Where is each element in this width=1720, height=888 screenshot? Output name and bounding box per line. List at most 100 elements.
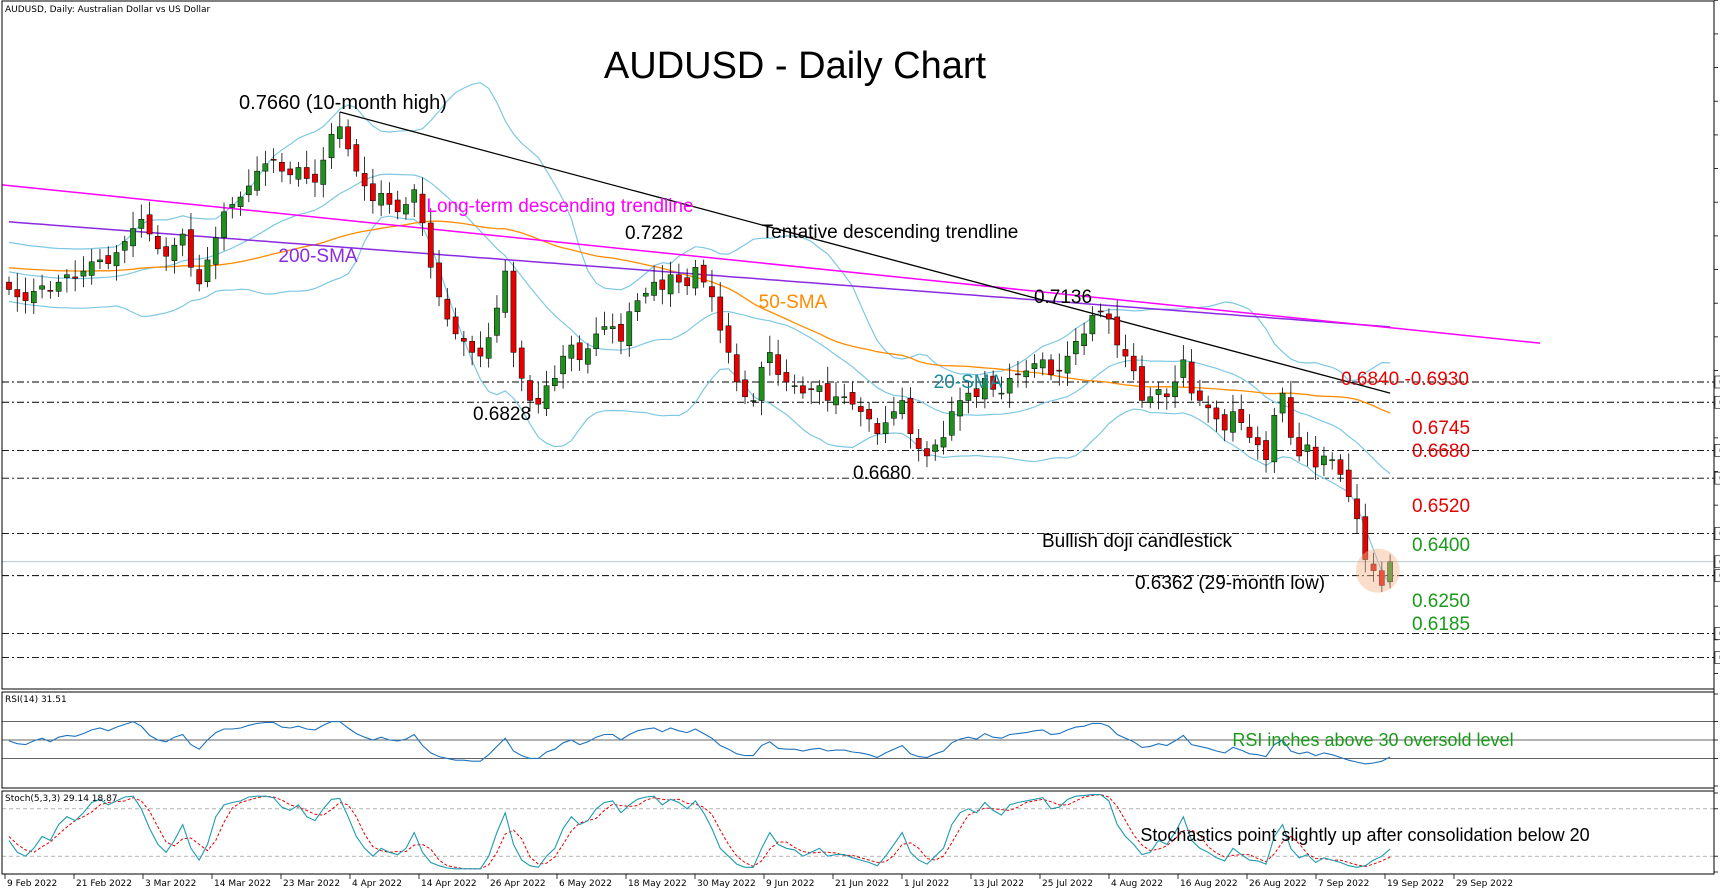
candle-body: [171, 244, 178, 261]
candle-body: [270, 159, 277, 161]
candle-body: [113, 252, 120, 267]
candle-body: [998, 392, 1005, 395]
candle-body: [1387, 561, 1393, 582]
candle-body: [345, 126, 351, 150]
candle-body: [1354, 498, 1360, 520]
x-tick-label: 21 Feb 2022: [76, 879, 132, 888]
candle-body: [1213, 407, 1220, 420]
candle-body: [1097, 310, 1104, 313]
candle-body: [204, 259, 211, 282]
annotation-label: 0.6185: [1412, 614, 1470, 635]
level-tag-box: [1714, 651, 1720, 664]
candle-body: [1172, 381, 1178, 398]
candle-body: [676, 274, 682, 283]
annotation-label: 0.6680: [1412, 441, 1470, 462]
candle-body: [824, 383, 831, 401]
candle-body: [1106, 313, 1112, 320]
candle-body: [64, 274, 70, 278]
annotation-label: 0.6362 (29-month low): [1135, 573, 1325, 594]
candle-body: [932, 444, 939, 452]
candle-body: [857, 406, 864, 412]
candle-body: [907, 398, 914, 435]
annotation-label: 0.6400: [1412, 535, 1470, 556]
candles: [6, 111, 1400, 593]
candle-body: [1130, 355, 1137, 372]
candle-body: [411, 189, 418, 203]
annotation-label: 0.7282: [625, 223, 683, 244]
annotation-label: 200-SMA: [278, 246, 358, 267]
candle-body: [303, 167, 310, 179]
candle-body: [254, 170, 260, 191]
candle-body: [130, 228, 136, 247]
candle-body: [1370, 563, 1377, 571]
candle-body: [618, 324, 624, 342]
x-tick-label: 16 Aug 2022: [1180, 879, 1238, 888]
candle-body: [1312, 446, 1319, 468]
candle-body: [14, 289, 21, 298]
candle-body: [88, 261, 95, 276]
candle-body: [461, 338, 467, 342]
candle-body: [1238, 409, 1245, 423]
x-tick-label: 29 Sep 2022: [1456, 879, 1513, 888]
candle-body: [22, 292, 29, 301]
level-tag-box: [1714, 569, 1720, 582]
candle-body: [221, 211, 227, 238]
candle-body: [155, 236, 161, 250]
indicator-lines: [1, 82, 1541, 870]
axes: 0.796200.787100.778000.768900.759800.750…: [4, 0, 1720, 888]
candle-body: [535, 398, 542, 405]
candle-body: [436, 262, 442, 298]
candle-body: [237, 196, 244, 207]
candle-body: [353, 144, 360, 172]
candle-body: [948, 411, 955, 436]
candle-body: [560, 355, 566, 375]
gridlines: [2, 381, 1714, 857]
candle-body: [163, 246, 169, 257]
candle-body: [1023, 370, 1030, 378]
candle-body: [841, 396, 848, 399]
candle-body: [419, 193, 426, 224]
candle-body: [982, 378, 988, 400]
candle-body: [1304, 444, 1311, 452]
candle-body: [30, 291, 37, 304]
candle-body: [783, 372, 790, 383]
x-tick-label: 23 Mar 2022: [283, 879, 340, 888]
candle-body: [543, 385, 550, 409]
candle-body: [1180, 359, 1187, 378]
candle-body: [965, 392, 972, 401]
sma20-line: [8, 173, 1391, 475]
x-tick-label: 6 May 2022: [559, 879, 612, 888]
candle-body: [121, 241, 128, 251]
candle-body: [1089, 315, 1096, 335]
candle-body: [1056, 369, 1063, 372]
candle-body: [146, 214, 153, 235]
candle-body: [940, 437, 947, 448]
annotation-label: 0.6828: [473, 404, 531, 425]
candle-body: [1188, 361, 1195, 394]
candle-body: [1254, 437, 1261, 446]
candle-body: [39, 285, 45, 290]
candle-body: [725, 325, 732, 353]
current-price-tag-box: [1714, 555, 1720, 569]
x-tick-label: 3 Mar 2022: [145, 879, 196, 888]
x-tick-label: 26 Apr 2022: [490, 879, 546, 888]
annotation-label: 0.7136: [1034, 287, 1092, 308]
candle-body: [179, 233, 186, 246]
sma50-line: [8, 220, 1391, 414]
candle-body: [502, 270, 509, 313]
candle-body: [188, 229, 194, 268]
candle-body: [849, 392, 856, 405]
candle-body: [6, 281, 12, 290]
candle-body: [816, 385, 823, 392]
candle-body: [1081, 333, 1087, 346]
stoch-label: Stoch(5,3,3) 29.14 18.87: [5, 794, 118, 804]
x-tick-label: 19 Sep 2022: [1387, 879, 1444, 888]
candle-body: [80, 270, 87, 277]
candle-body: [1006, 378, 1013, 394]
candle-body: [758, 366, 765, 401]
candle-body: [791, 385, 798, 387]
candle-body: [568, 344, 575, 359]
x-tick-label: 7 Sep 2022: [1318, 879, 1369, 888]
candle-body: [593, 333, 600, 349]
x-tick-label: 4 Aug 2022: [1111, 879, 1163, 888]
